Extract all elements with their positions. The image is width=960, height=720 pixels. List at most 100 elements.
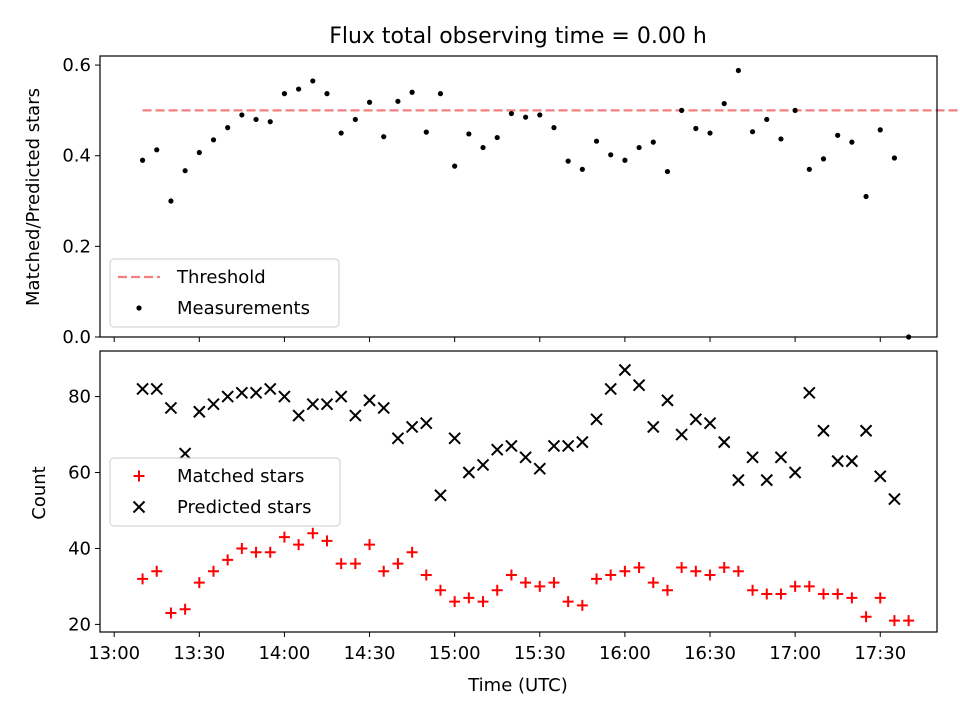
measurement-point bbox=[778, 136, 784, 142]
matched-star-point bbox=[278, 531, 290, 543]
top-y-tick-label: 0.2 bbox=[62, 236, 91, 257]
matched-star-point bbox=[293, 539, 305, 551]
matched-star-point bbox=[222, 554, 234, 566]
predicted-star-point bbox=[391, 432, 405, 445]
predicted-star-point bbox=[448, 432, 461, 445]
measurement-point bbox=[522, 114, 529, 120]
predicted-star-point bbox=[859, 424, 873, 437]
predicted-star-point bbox=[363, 394, 376, 407]
measurement-point bbox=[820, 156, 827, 162]
measurement-point bbox=[664, 168, 671, 175]
predicted-star-point bbox=[278, 390, 291, 403]
predicted-star-point bbox=[193, 405, 206, 418]
measurement-point bbox=[792, 107, 798, 113]
matched-star-point bbox=[576, 599, 588, 611]
predicted-star-point bbox=[264, 382, 277, 396]
predicted-star-point bbox=[136, 382, 149, 396]
matched-star-point bbox=[888, 615, 900, 627]
bottom-y-tick-label: 80 bbox=[68, 387, 91, 408]
measurement-point bbox=[154, 147, 160, 153]
measurement-point bbox=[168, 198, 174, 204]
predicted-star-point bbox=[703, 416, 717, 430]
predicted-star-point bbox=[788, 466, 802, 479]
measurement-point bbox=[210, 137, 217, 143]
measurement-point bbox=[579, 166, 585, 172]
top-y-tick-label: 0.6 bbox=[62, 55, 91, 76]
predicted-star-point bbox=[491, 443, 504, 456]
predicted-star-point bbox=[519, 451, 532, 464]
matched-star-point bbox=[591, 573, 603, 585]
measurement-point bbox=[636, 144, 642, 151]
measurement-point bbox=[693, 125, 699, 132]
predicted-star-point bbox=[717, 435, 731, 449]
predicted-star-point bbox=[505, 439, 518, 453]
matched-star-point bbox=[775, 588, 787, 600]
matched-star-point bbox=[704, 569, 716, 581]
predicted-star-point bbox=[561, 439, 575, 453]
bottom-y-axis-label: Count bbox=[29, 466, 50, 519]
top-y-tick-label: 0.0 bbox=[62, 327, 91, 348]
predicted-star-point bbox=[334, 390, 348, 403]
matched-star-point bbox=[860, 611, 872, 623]
top-legend-box bbox=[109, 258, 340, 328]
x-tick-label: 13:30 bbox=[173, 643, 225, 664]
matched-star-point bbox=[250, 546, 262, 558]
top-y-axis-label: Matched/Predicted stars bbox=[23, 88, 44, 306]
measurement-point bbox=[409, 89, 415, 95]
predicted-star-point bbox=[533, 462, 546, 475]
measurement-point bbox=[721, 100, 727, 107]
matched-star-point bbox=[548, 577, 560, 589]
matched-star-point bbox=[335, 558, 347, 570]
predicted-star-point bbox=[746, 451, 759, 464]
measurement-point bbox=[863, 193, 869, 200]
matched-star-point bbox=[207, 565, 219, 577]
legend-predicted-label: Predicted stars bbox=[177, 497, 311, 518]
bottom-plot-frame bbox=[99, 350, 938, 633]
predicted-star-point bbox=[462, 466, 476, 479]
measurement-point bbox=[239, 112, 245, 118]
measurement-point bbox=[352, 116, 358, 123]
matched-star-point bbox=[562, 596, 574, 608]
matched-star-point bbox=[846, 592, 858, 604]
predicted-star-point bbox=[547, 439, 561, 453]
predicted-star-point bbox=[618, 363, 632, 377]
matched-star-point bbox=[236, 542, 248, 554]
measurement-point bbox=[338, 130, 344, 136]
matched-star-point bbox=[349, 558, 361, 570]
matched-star-point bbox=[364, 539, 376, 551]
top-y-tick-label: 0.4 bbox=[62, 146, 91, 167]
matched-star-point bbox=[747, 584, 759, 596]
predicted-star-point bbox=[164, 401, 178, 415]
measurement-point bbox=[182, 168, 188, 174]
legend-predicted-swatch bbox=[132, 500, 146, 514]
x-tick-label: 15:00 bbox=[429, 643, 481, 664]
predicted-star-point bbox=[207, 397, 220, 411]
matched-star-point bbox=[321, 535, 333, 547]
measurement-point bbox=[622, 157, 628, 163]
predicted-star-point bbox=[235, 386, 249, 399]
predicted-star-point bbox=[831, 454, 844, 468]
top-plot-frame bbox=[99, 55, 938, 338]
measurement-point bbox=[806, 166, 812, 172]
matched-star-point bbox=[690, 565, 702, 577]
x-axis-label: Time (UTC) bbox=[467, 675, 568, 696]
measurement-point bbox=[749, 129, 756, 135]
matched-star-point bbox=[803, 580, 815, 592]
predicted-star-point bbox=[845, 454, 859, 468]
predicted-star-point bbox=[306, 397, 320, 411]
measurement-point bbox=[225, 125, 231, 131]
x-tick-label: 17:30 bbox=[854, 643, 906, 664]
bottom-y-tick-label: 20 bbox=[68, 614, 91, 635]
measurement-point bbox=[423, 129, 429, 135]
matched-star-point bbox=[647, 577, 659, 589]
measurement-point bbox=[324, 91, 330, 97]
measurement-point bbox=[679, 107, 685, 113]
matched-star-point bbox=[434, 584, 446, 596]
legend-matched-label: Matched stars bbox=[177, 466, 304, 487]
x-tick-label: 16:00 bbox=[599, 643, 651, 664]
matched-star-point bbox=[449, 596, 461, 608]
measurement-point bbox=[835, 132, 841, 138]
matched-star-point bbox=[619, 565, 631, 577]
predicted-star-point bbox=[888, 492, 901, 506]
measurement-point bbox=[253, 116, 259, 123]
